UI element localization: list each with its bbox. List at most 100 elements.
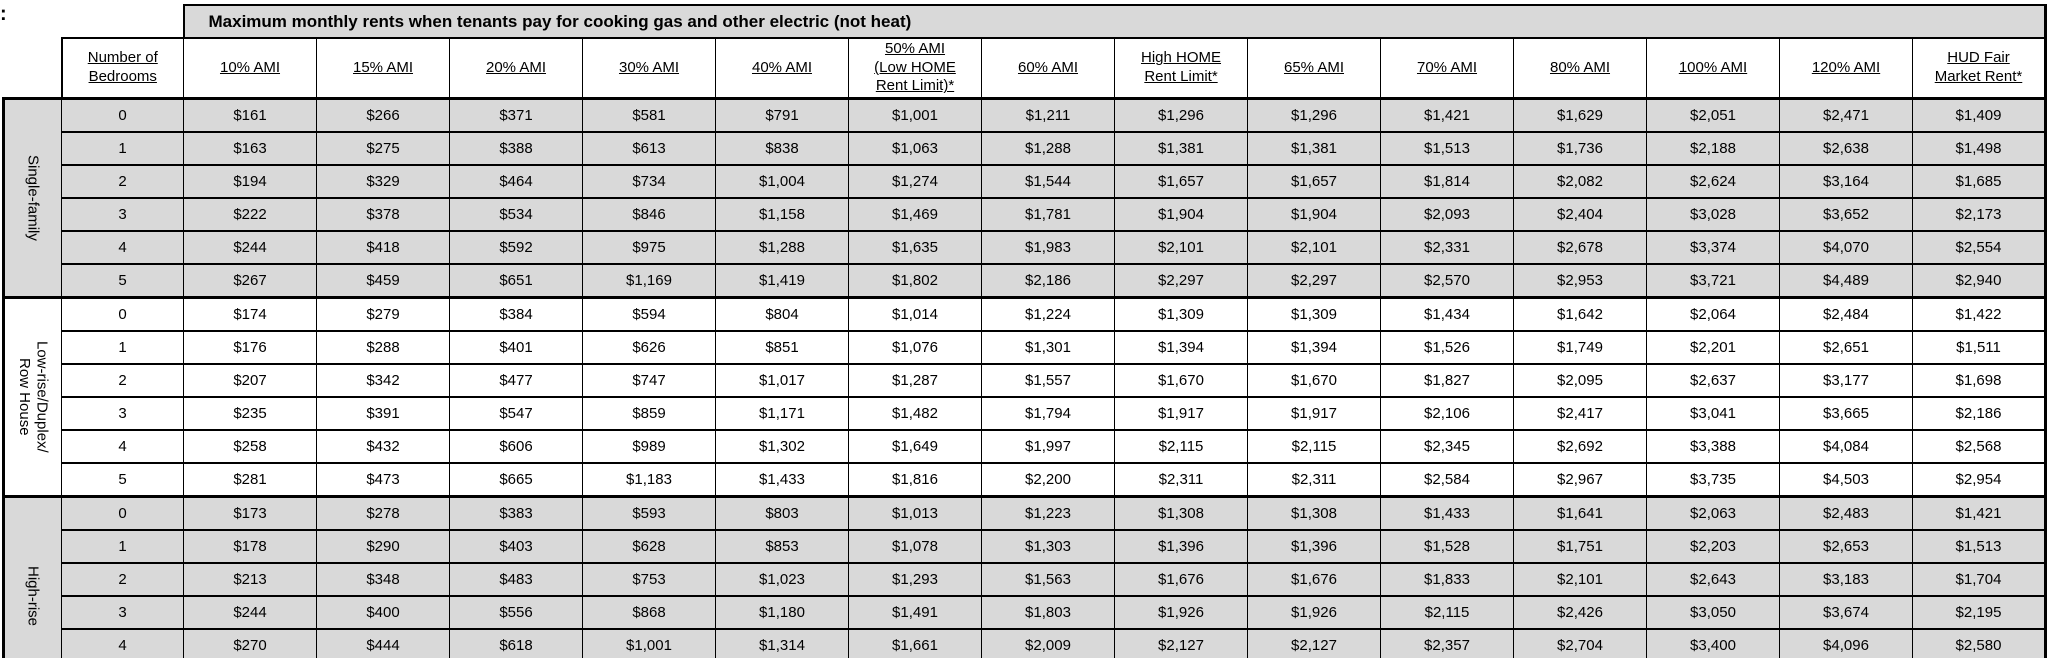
rent-cell: $2,651 [1779, 330, 1913, 365]
rent-cell: $3,183 [1779, 562, 1913, 597]
rent-cell: $846 [582, 197, 716, 232]
column-header: 60% AMI [981, 37, 1115, 100]
rent-cell: $1,396 [1247, 529, 1381, 564]
rent-cell: $1,781 [981, 197, 1115, 232]
rent-cell: $1,904 [1114, 197, 1248, 232]
rent-cell: $1,017 [715, 363, 849, 398]
rent-cell: $1,513 [1912, 529, 2047, 564]
rent-cell: $1,394 [1247, 330, 1381, 365]
rent-cell: $1,013 [848, 495, 982, 531]
rent-cell: $329 [316, 164, 450, 199]
rent-cell: $2,115 [1247, 429, 1381, 464]
rent-cell: $2,704 [1513, 628, 1647, 658]
bedrooms-cell: 1 [61, 529, 184, 564]
bedrooms-cell: 1 [61, 131, 184, 166]
rent-cell: $483 [449, 562, 583, 597]
bedrooms-cell: 2 [61, 562, 184, 597]
rent-cell: $3,041 [1646, 396, 1780, 431]
column-header-label: 70% AMI [1416, 58, 1478, 76]
rent-cell: $2,404 [1513, 197, 1647, 232]
rent-cell: $2,115 [1380, 595, 1514, 630]
column-header-label: 100% AMI [1678, 58, 1748, 76]
rent-cell: $1,288 [981, 131, 1115, 166]
rent-cell: $1,063 [848, 131, 982, 166]
rent-cell: $556 [449, 595, 583, 630]
rent-cell: $753 [582, 562, 716, 597]
column-header-label: 30% AMI [618, 58, 680, 76]
column-header: 15% AMI [316, 37, 450, 100]
rent-cell: $1,676 [1247, 562, 1381, 597]
building-type-group-label: High-rise [2, 495, 62, 658]
rent-cell: $4,070 [1779, 230, 1913, 265]
rent-cell: $2,357 [1380, 628, 1514, 658]
rent-cell: $1,528 [1380, 529, 1514, 564]
rent-cell: $1,308 [1114, 495, 1248, 531]
rent-cell: $1,421 [1912, 495, 2047, 531]
rent-cell: $3,164 [1779, 164, 1913, 199]
rent-cell: $2,584 [1380, 462, 1514, 498]
rent-cell: $2,940 [1912, 263, 2047, 299]
rent-cell: $2,643 [1646, 562, 1780, 597]
rent-cell: $618 [449, 628, 583, 658]
rent-cell: $2,101 [1513, 562, 1647, 597]
rent-cell: $348 [316, 562, 450, 597]
rent-cell: $178 [183, 529, 317, 564]
table-row: 5 $267 $459 $651 $1,169 $1,419 $1,802 $2,186 $2,… [4, 263, 2047, 299]
rent-cell: $868 [582, 595, 716, 630]
rent-cell: $1,469 [848, 197, 982, 232]
rent-cell: $213 [183, 562, 317, 597]
rent-cell: $1,544 [981, 164, 1115, 199]
rent-cell: $1,526 [1380, 330, 1514, 365]
table-row: 2 $207 $342 $477 $747 $1,017 $1,287 $1,557 $1,67… [4, 363, 2047, 398]
rent-cell: $1,641 [1513, 495, 1647, 531]
rent-cell: $371 [449, 97, 583, 133]
rent-cell: $464 [449, 164, 583, 199]
rent-cell: $1,676 [1114, 562, 1248, 597]
rent-cell: $3,050 [1646, 595, 1780, 630]
rent-cell: $163 [183, 131, 317, 166]
rent-cell: $173 [183, 495, 317, 531]
rent-cell: $581 [582, 97, 716, 133]
rent-cell: $1,224 [981, 296, 1115, 332]
rent-cell: $1,303 [981, 529, 1115, 564]
rent-cell: $1,926 [1114, 595, 1248, 630]
rent-cell: $279 [316, 296, 450, 332]
table-row: Low-rise/Duplex/ Row House 0 $174 $279 $384 $… [2, 296, 2047, 498]
rent-cell: $1,296 [1114, 97, 1248, 133]
rent-cell: $444 [316, 628, 450, 658]
rent-cell: $2,483 [1779, 495, 1913, 531]
rent-cell: $1,670 [1114, 363, 1248, 398]
rent-cell: $592 [449, 230, 583, 265]
rent-cell: $2,101 [1247, 230, 1381, 265]
rent-cell: $281 [183, 462, 317, 498]
bedrooms-cell: 1 [61, 330, 184, 365]
building-type-group-label: Low-rise/Duplex/ Row House [2, 296, 62, 498]
rent-cell: $2,127 [1114, 628, 1248, 658]
rent-cell: $1,816 [848, 462, 982, 498]
rent-cell: $1,803 [981, 595, 1115, 630]
rent-cell: $391 [316, 396, 450, 431]
rent-cell: $1,833 [1380, 562, 1514, 597]
rent-cell: $176 [183, 330, 317, 365]
rent-cell: $3,674 [1779, 595, 1913, 630]
table-row: 1 $163 $275 $388 $613 $838 $1,063 $1,288 $1,381 $… [4, 131, 2047, 166]
rent-cell: $2,311 [1247, 462, 1381, 498]
rent-cell: $1,563 [981, 562, 1115, 597]
rent-cell: $2,954 [1912, 462, 2047, 498]
table-row: 2 $194 $329 $464 $734 $1,004 $1,274 $1,544 $1,65… [4, 164, 2047, 199]
rent-cell: $1,814 [1380, 164, 1514, 199]
rent-cell: $606 [449, 429, 583, 464]
column-header: 80% AMI [1513, 37, 1647, 100]
rent-cell: $989 [582, 429, 716, 464]
rent-cell: $747 [582, 363, 716, 398]
rent-cell: $1,794 [981, 396, 1115, 431]
rent-cell: $1,381 [1114, 131, 1248, 166]
bedrooms-column-header: Number of Bedrooms [60, 37, 184, 100]
table-row: 4 $270 $444 $618 $1,001 $1,314 $1,661 $2,009 $2,… [4, 628, 2047, 658]
column-header: 10% AMI [183, 37, 317, 100]
column-header: 120% AMI [1779, 37, 1913, 100]
rent-cell: $267 [183, 263, 317, 299]
column-header: 65% AMI [1247, 37, 1381, 100]
bedrooms-column-header-label: Number of Bedrooms [87, 49, 158, 85]
